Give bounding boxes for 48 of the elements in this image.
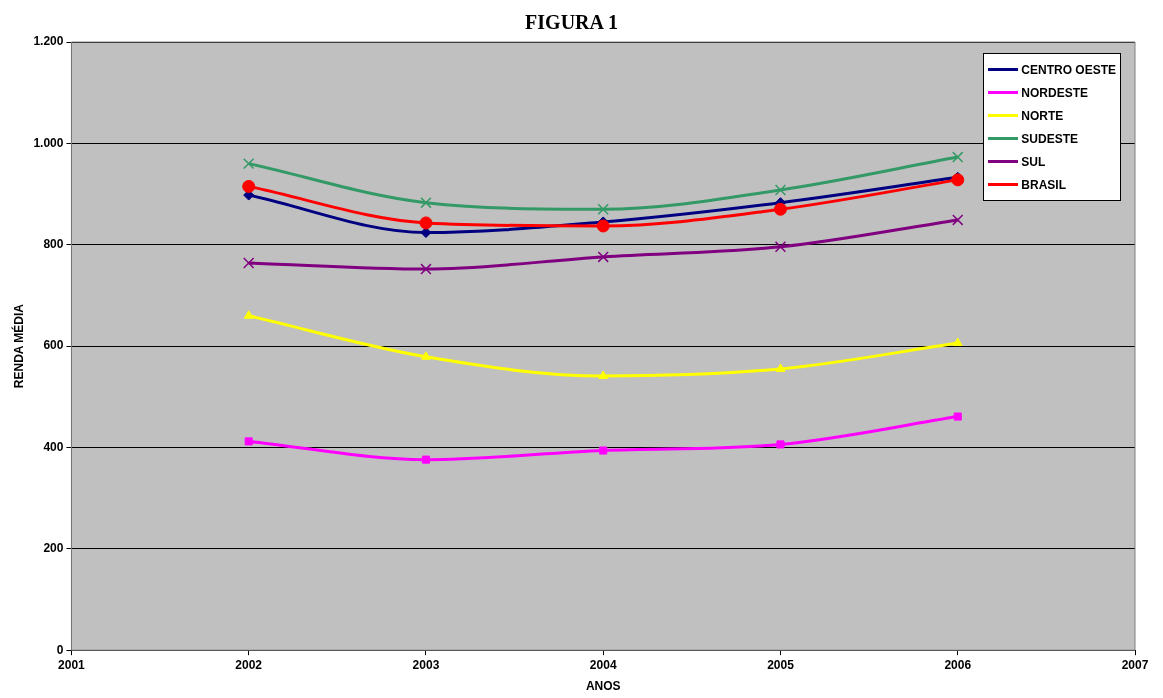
x-axis-title: ANOS (585, 679, 621, 694)
y-tick-label: 1.000 (33, 135, 64, 150)
chart-title: FIGURA 1 (525, 11, 618, 34)
point (774, 241, 787, 253)
y-tick-label: 200 (43, 541, 64, 556)
point (952, 151, 964, 163)
point (420, 263, 432, 275)
point (243, 310, 254, 319)
point (598, 370, 609, 379)
y-axis-title: RENDA MÉDIA (10, 303, 26, 389)
point (599, 446, 608, 455)
point (242, 179, 256, 193)
x-tick-label: 2001 (58, 657, 86, 672)
point (421, 351, 431, 360)
x-tick-label: 2006 (944, 657, 972, 672)
legend-label: SUDESTE (1021, 131, 1078, 146)
point (773, 202, 787, 216)
y-tick-label: 0 (56, 642, 64, 657)
point (952, 337, 963, 347)
y-tick-label: 1.200 (33, 34, 64, 49)
legend-label: NORTE (1021, 108, 1064, 123)
point (242, 157, 255, 170)
legend-label: CENTRO OESTE (1021, 62, 1116, 77)
point (597, 203, 609, 215)
y-tick-label: 800 (43, 237, 64, 252)
point (244, 437, 253, 446)
point (775, 363, 786, 372)
legend-label: SUL (1021, 154, 1046, 169)
point (597, 251, 609, 263)
legend-label: BRASIL (1021, 177, 1066, 192)
x-tick-label: 2004 (589, 657, 617, 672)
point (596, 219, 610, 233)
x-tick-label: 2005 (767, 657, 795, 672)
point (242, 257, 255, 269)
point (953, 412, 962, 421)
x-tick-label: 2007 (1121, 657, 1149, 672)
point (421, 455, 430, 464)
point (419, 216, 433, 230)
x-tick-label: 2002 (235, 657, 263, 672)
point (774, 184, 787, 196)
y-tick-label: 600 (43, 338, 64, 353)
y-tick-label: 400 (43, 439, 64, 454)
point (952, 214, 964, 226)
x-tick-label: 2003 (412, 657, 440, 672)
point (951, 173, 965, 187)
legend-label: NORDESTE (1021, 85, 1088, 100)
point (420, 196, 432, 209)
point (776, 440, 785, 449)
